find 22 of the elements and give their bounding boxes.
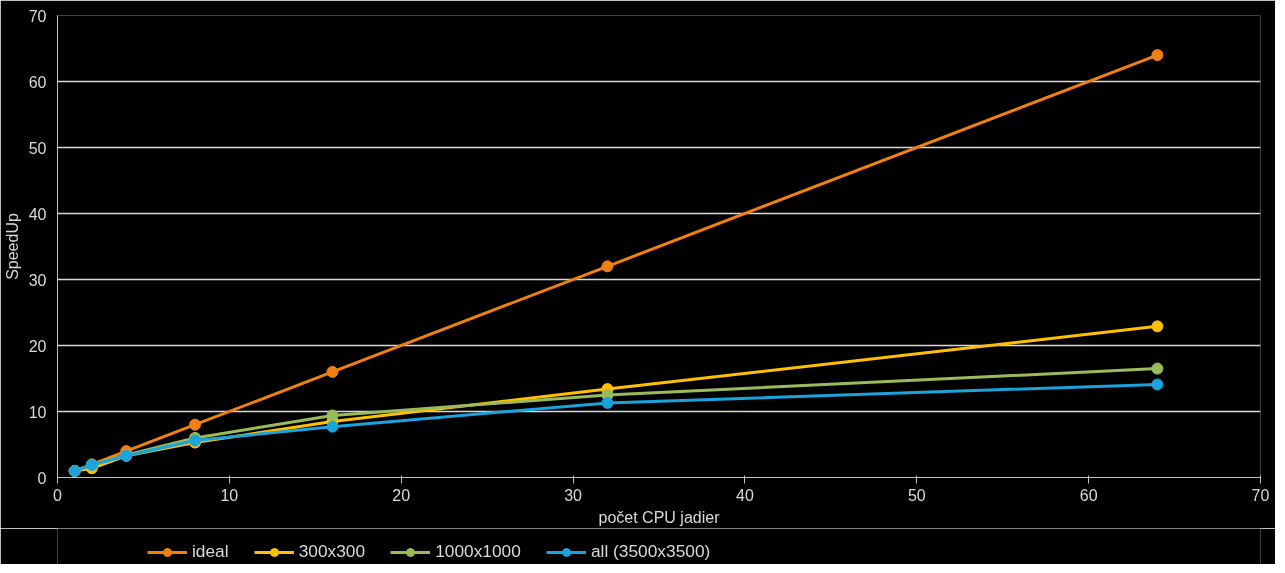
y-tick-label: 10 — [28, 403, 47, 421]
x-tick-label: 30 — [564, 486, 583, 504]
y-tick-label: 60 — [28, 73, 47, 91]
y-tick-label: 0 — [37, 469, 47, 487]
x-axis-title: počet CPU jadier — [598, 508, 721, 526]
x-tick-label: 70 — [1251, 486, 1270, 504]
y-axis-title: SpeedUp — [3, 213, 21, 280]
y-tick-label: 30 — [28, 271, 47, 289]
y-tick-label: 50 — [28, 139, 47, 157]
x-tick-label: 50 — [907, 486, 926, 504]
legend-label: ideal — [192, 541, 229, 562]
y-tick-label: 20 — [28, 337, 47, 355]
x-tick-label: 60 — [1079, 486, 1098, 504]
legend-label: 300x300 — [298, 541, 366, 562]
y-tick-label: 40 — [28, 205, 47, 223]
x-tick-label: 0 — [53, 486, 63, 504]
legend-label: all (3500x3500) — [590, 541, 711, 562]
legend-label: 1000x1000 — [435, 541, 521, 562]
x-tick-label: 40 — [736, 486, 754, 504]
y-tick-label: 70 — [28, 7, 47, 25]
x-tick-label: 20 — [392, 486, 411, 504]
x-tick-label: 10 — [220, 486, 239, 504]
